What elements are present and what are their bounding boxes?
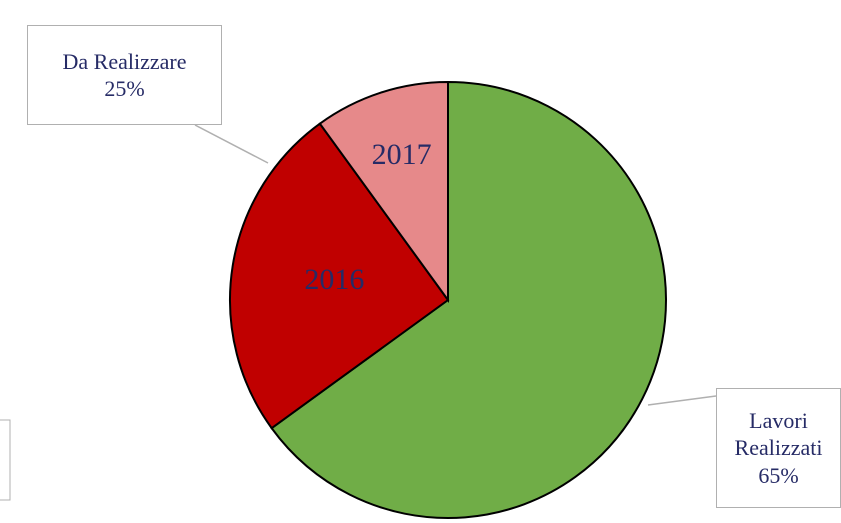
callout: Da Realizzare 25%	[27, 25, 222, 125]
slice-label: 2016	[304, 263, 364, 296]
callout-value: 65%	[758, 462, 799, 488]
callout: Lavori Realizzati 65%	[716, 388, 841, 508]
leader-line	[647, 395, 717, 406]
callout-title: Da Realizzare	[62, 48, 187, 74]
pie-slice	[229, 122, 450, 430]
pie-slice	[318, 80, 449, 304]
slice-label: 2017	[372, 138, 432, 171]
legend-fragment	[0, 419, 11, 501]
pie: 2016 2017	[229, 80, 667, 519]
callout-title: Lavori Realizzati	[734, 407, 823, 461]
pie-slice	[270, 80, 667, 519]
leader-line	[194, 124, 269, 164]
callout-value: 25%	[104, 76, 145, 101]
